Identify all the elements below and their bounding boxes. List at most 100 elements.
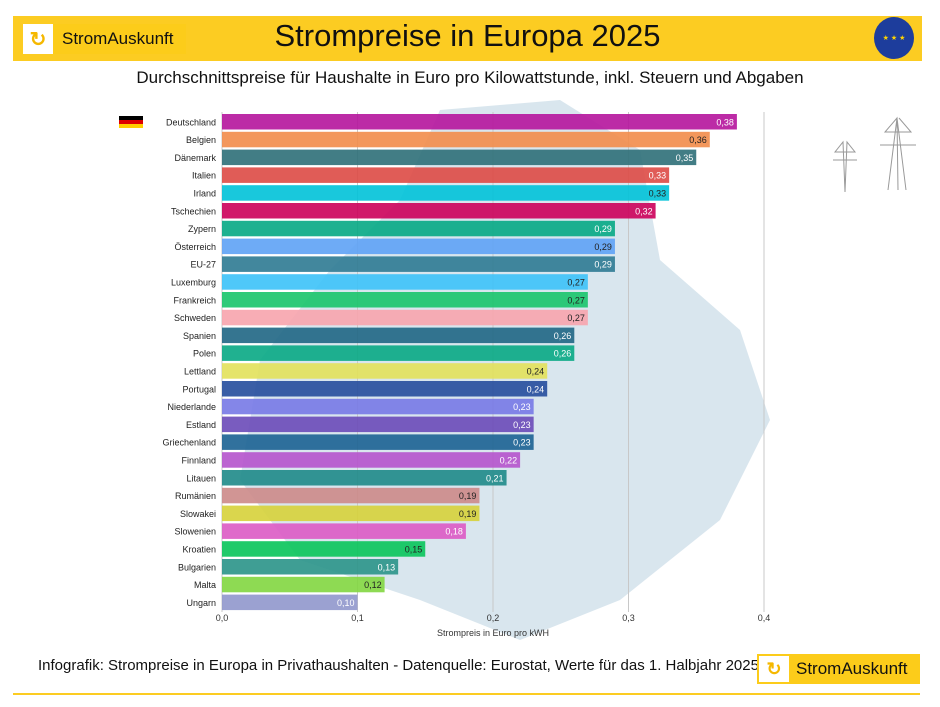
power-pylon-icon xyxy=(833,116,916,193)
data-label: 0,19 xyxy=(459,509,477,519)
logo-swirl-icon: ↻ xyxy=(759,656,789,682)
bar xyxy=(222,505,480,522)
data-label: 0,15 xyxy=(405,544,423,554)
category-label: Estland xyxy=(186,420,216,430)
category-label: Litauen xyxy=(186,473,216,483)
bar xyxy=(222,309,588,326)
bar-row: Dänemark 0,35 xyxy=(174,149,697,166)
data-label: 0,33 xyxy=(649,188,667,198)
data-label: 0,27 xyxy=(567,295,585,305)
eu-flag-icon: ★ ★ ★ xyxy=(874,17,914,59)
category-label: Dänemark xyxy=(174,153,216,163)
bar-row: Portugal 0,24 xyxy=(182,381,548,397)
category-label: Irland xyxy=(193,188,216,198)
category-label: Lettland xyxy=(184,366,216,376)
bar xyxy=(222,274,588,290)
data-label: 0,38 xyxy=(716,117,734,127)
x-tick-label: 0,1 xyxy=(351,613,364,623)
bar-row: Österreich 0,29 xyxy=(174,238,615,255)
footer-divider xyxy=(13,693,920,695)
bar-row: Niederlande 0,23 xyxy=(167,398,534,415)
category-label: Spanien xyxy=(183,331,216,341)
category-label: Belgien xyxy=(186,135,216,145)
bar xyxy=(222,167,670,183)
logo-text: StromAuskunft xyxy=(62,29,174,48)
bar-row: Malta 0,12 xyxy=(194,576,385,593)
bar xyxy=(222,576,385,593)
category-label: Portugal xyxy=(182,384,216,394)
bar-row: Kroatien 0,15 xyxy=(182,541,426,557)
data-label: 0,27 xyxy=(567,313,585,323)
data-label: 0,26 xyxy=(554,331,572,341)
bar xyxy=(222,114,737,130)
bar xyxy=(222,470,507,486)
bar xyxy=(222,487,480,504)
bar-row: Frankreich 0,27 xyxy=(173,292,588,308)
data-label: 0,21 xyxy=(486,473,504,483)
data-label: 0,13 xyxy=(378,562,396,572)
bar-row: Slowenien 0,18 xyxy=(174,523,466,539)
bar xyxy=(222,452,521,468)
category-label: Finnland xyxy=(181,455,216,465)
bar-row: Griechenland 0,23 xyxy=(162,434,534,450)
data-label: 0,29 xyxy=(594,242,612,252)
bar-row: Irland 0,33 xyxy=(193,185,670,201)
data-label: 0,10 xyxy=(337,598,355,608)
bar-row: Ungarn 0,10 xyxy=(186,594,358,611)
footer-logo: ↻ StromAuskunft xyxy=(757,654,920,684)
bar xyxy=(222,256,615,272)
bar-row: Finnland 0,22 xyxy=(181,452,521,468)
data-label: 0,33 xyxy=(649,171,667,181)
bar-row: Bulgarien 0,13 xyxy=(178,559,399,575)
category-label: Kroatien xyxy=(182,544,216,554)
category-label: Deutschland xyxy=(166,117,216,127)
bar xyxy=(222,416,534,433)
bar xyxy=(222,541,426,557)
data-label: 0,27 xyxy=(567,277,585,287)
x-tick-label: 0,2 xyxy=(487,613,500,623)
footer-source-text: Infografik: Strompreise in Europa in Pri… xyxy=(38,657,759,674)
x-axis-label: Strompreis in Euro pro kWH xyxy=(437,628,549,638)
category-label: Slowakei xyxy=(180,509,216,519)
bar xyxy=(222,363,548,379)
page-title: Strompreise in Europa 2025 xyxy=(274,18,661,53)
bar-row: Litauen 0,21 xyxy=(186,470,507,486)
x-tick-label: 0,4 xyxy=(758,613,771,623)
category-label: Frankreich xyxy=(173,295,216,305)
x-tick-label: 0,3 xyxy=(622,613,635,623)
bar xyxy=(222,149,697,166)
data-label: 0,23 xyxy=(513,438,531,448)
bar xyxy=(222,131,710,148)
category-label: Bulgarien xyxy=(178,562,216,572)
data-label: 0,22 xyxy=(500,455,518,465)
header-bar: ↻ StromAuskunft Strompreise in Europa 20… xyxy=(13,16,922,61)
category-label: Niederlande xyxy=(167,402,216,412)
stromauskunft-logo: ↻ StromAuskunft xyxy=(23,24,186,54)
bar xyxy=(222,292,588,308)
data-label: 0,32 xyxy=(635,206,653,216)
bar-row: EU-27 0,29 xyxy=(190,256,615,272)
bar-row: Italien 0,33 xyxy=(192,167,670,183)
data-label: 0,29 xyxy=(594,260,612,270)
data-label: 0,29 xyxy=(594,224,612,234)
data-label: 0,24 xyxy=(527,366,545,376)
data-label: 0,24 xyxy=(527,384,545,394)
bar-row: Schweden 0,27 xyxy=(174,309,588,326)
bar xyxy=(222,185,670,201)
bar-row: Tschechien 0,32 xyxy=(171,203,656,219)
bar-row: Deutschland 0,38 xyxy=(166,114,737,130)
category-label: Polen xyxy=(193,349,216,359)
data-label: 0,18 xyxy=(445,527,463,537)
category-label: EU-27 xyxy=(190,260,216,270)
category-label: Österreich xyxy=(174,242,216,252)
bar xyxy=(222,381,548,397)
category-label: Rumänien xyxy=(175,491,216,501)
category-label: Slowenien xyxy=(174,527,216,537)
category-label: Griechenland xyxy=(162,438,216,448)
bar xyxy=(222,594,358,611)
bar-row: Slowakei 0,19 xyxy=(180,505,480,522)
bar-row: Luxemburg 0,27 xyxy=(171,274,588,290)
data-label: 0,23 xyxy=(513,402,531,412)
germany-flag-icon xyxy=(119,116,143,128)
